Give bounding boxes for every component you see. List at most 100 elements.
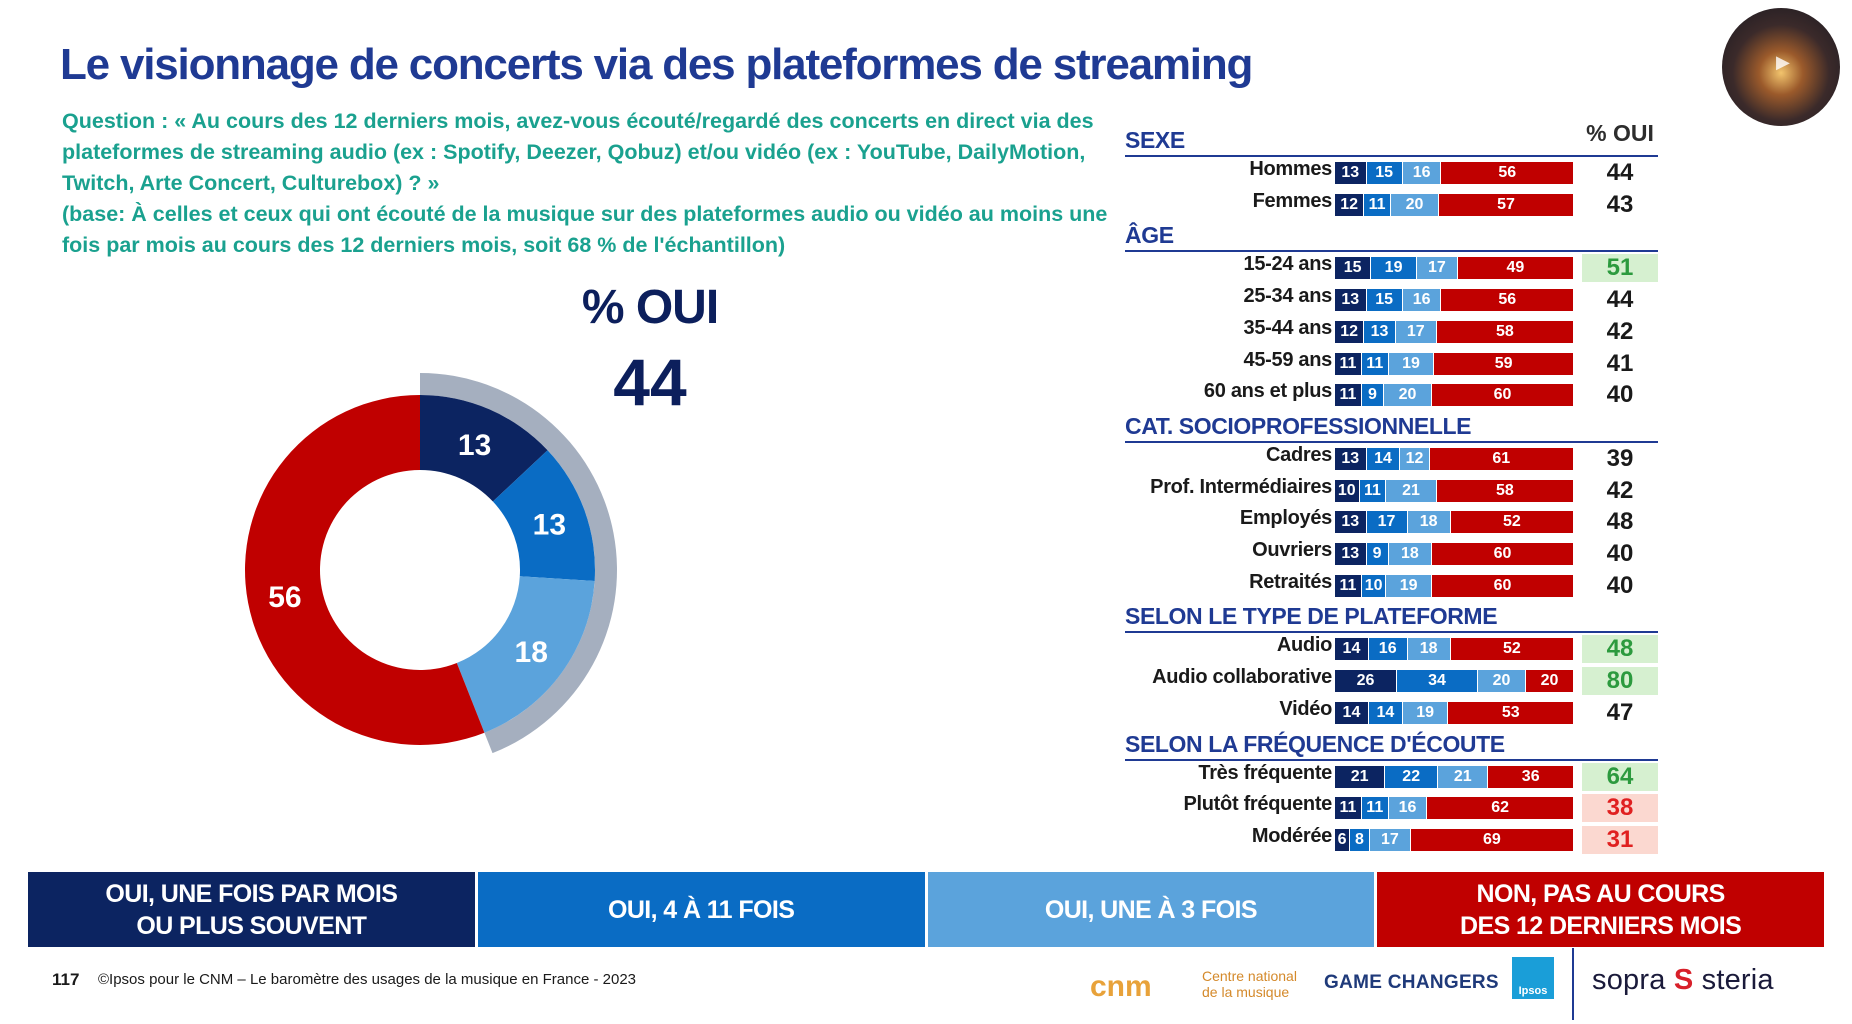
- section-title: ÂGE: [1125, 222, 1658, 253]
- bar-segment: 34: [1396, 670, 1477, 693]
- row-pct-oui: 42: [1606, 476, 1634, 504]
- bar-segment: 9: [1365, 543, 1388, 565]
- donut-slice: [244, 395, 485, 745]
- sopra-steria-swoosh-icon: S: [1673, 964, 1694, 996]
- donut-slice-label: 13: [458, 429, 491, 462]
- pct-oui-header: % OUI: [1586, 120, 1654, 146]
- stacked-bar: 13 14 12 61: [1335, 447, 1573, 470]
- bar-segment: 13: [1335, 162, 1366, 184]
- row-label: Prof. Intermédiaires: [1150, 475, 1332, 498]
- row-label: Plutôt fréquente: [1183, 793, 1332, 816]
- sopra-steria-logo: sopra S steria: [1592, 964, 1774, 997]
- bar-segment: 19: [1370, 257, 1416, 280]
- cnm-name: Centre national de la musique: [1202, 968, 1297, 1000]
- bar-segment: 13: [1335, 447, 1366, 470]
- stacked-bar: 11 10 19 60: [1335, 574, 1573, 597]
- row-pct-oui: 31: [1582, 825, 1658, 854]
- bar-segment: 11: [1360, 797, 1388, 820]
- bar-segment: 6: [1335, 828, 1350, 851]
- bar-segment: 17: [1365, 511, 1407, 534]
- bar-segment: 11: [1335, 352, 1361, 375]
- bar-segment: 19: [1401, 701, 1448, 724]
- stacked-bar: 26 34 20 20: [1335, 670, 1573, 693]
- row-label: Audio collaborative: [1152, 666, 1332, 689]
- oui-arc: [420, 373, 617, 754]
- row-label: Très fréquente: [1198, 761, 1332, 784]
- row-pct-oui: 40: [1606, 381, 1634, 409]
- legend-label: OUI, UNE FOIS PAR MOIS OU PLUS SOUVENT: [105, 879, 398, 940]
- legend-label: OUI, 4 À 11 FOIS: [607, 895, 795, 924]
- concert-thumbnail: ▶: [1722, 8, 1840, 126]
- bar-segment: 13: [1363, 320, 1395, 343]
- bar-segment: 15: [1365, 162, 1402, 184]
- row-pct-oui: 80: [1582, 667, 1658, 696]
- ipsos-logo-text: Ipsos: [1518, 985, 1548, 997]
- cnm-logo-text: cnm: [1090, 970, 1152, 1003]
- row-pct-oui: 40: [1606, 540, 1634, 567]
- donut-slice-label: 18: [515, 636, 548, 669]
- stacked-bar: 13 17 18 52: [1335, 511, 1573, 534]
- bar-segment: 18: [1387, 543, 1431, 565]
- bar-segment: 12: [1335, 193, 1364, 216]
- bar-segment: 21: [1335, 765, 1385, 788]
- bar-segment: 16: [1401, 162, 1441, 184]
- game-changers-logo: GAME CHANGERS: [1324, 972, 1499, 993]
- bar-segment: 14: [1335, 638, 1368, 661]
- bar-segment: 61: [1428, 447, 1573, 470]
- row-pct-oui: 44: [1606, 159, 1634, 186]
- stacked-bar: 21 22 21 36: [1335, 765, 1573, 788]
- bar-segment: 14: [1335, 701, 1368, 724]
- row-pct-oui: 41: [1606, 349, 1634, 377]
- bar-segment: 56: [1440, 289, 1574, 312]
- stacked-bar: 13 15 16 56: [1335, 289, 1574, 312]
- donut-slice-label: 56: [268, 581, 301, 614]
- row-label: Vidéo: [1279, 697, 1332, 720]
- bar-segment: 19: [1385, 574, 1431, 597]
- row-label: Femmes: [1252, 189, 1333, 212]
- legend-label: NON, PAS AU COURS DES 12 DERNIERS MOIS: [1460, 879, 1742, 940]
- stacked-bar: 13 15 16 56: [1335, 162, 1574, 184]
- cnm-name-line2: de la musique: [1202, 984, 1290, 1000]
- stacked-bar: 15 19 17 49: [1335, 257, 1574, 280]
- base-text: (base: À celles et ceux qui ont écouté d…: [62, 202, 1108, 257]
- row-label: 60 ans et plus: [1203, 380, 1332, 403]
- stacked-bar: 11 11 19 59: [1335, 352, 1573, 375]
- bar-segment: 8: [1349, 828, 1369, 851]
- donut-slice: [420, 395, 548, 502]
- stacked-bar: 11 11 16 62: [1335, 797, 1573, 820]
- bar-segment: 60: [1430, 384, 1573, 407]
- bar-segment: 19: [1387, 352, 1434, 375]
- section-title: SELON LA FRÉQUENCE D'ÉCOUTE: [1125, 731, 1658, 761]
- row-pct-oui: 48: [1582, 635, 1658, 664]
- row-label: 35-44 ans: [1243, 316, 1333, 339]
- bar-segment: 17: [1394, 320, 1436, 343]
- legend-label: OUI, UNE À 3 FOIS: [1044, 895, 1258, 924]
- donut-slice: [492, 450, 595, 581]
- row-label: Hommes: [1249, 158, 1332, 180]
- donut-slice: [456, 576, 595, 733]
- bar-segment: 20: [1477, 670, 1525, 693]
- stacked-bar: 10 11 21 58: [1335, 479, 1573, 502]
- donut-chart: 13 13 18 56: [244, 373, 617, 754]
- bar-segment: 11: [1358, 479, 1386, 502]
- donut-slice-label: 13: [533, 508, 566, 541]
- row-pct-oui: 40: [1606, 571, 1634, 599]
- legend: OUI, UNE FOIS PAR MOIS OU PLUS SOUVENT OU…: [28, 872, 1824, 947]
- bar-segment: 49: [1456, 257, 1574, 280]
- footer-divider: [1572, 948, 1574, 1020]
- stacked-bar: 12 13 17 58: [1335, 320, 1573, 343]
- play-icon: ▶: [1776, 52, 1790, 72]
- bar-segment: 13: [1335, 543, 1366, 565]
- page-title: Le visionnage de concerts via des platef…: [60, 40, 1253, 89]
- stacked-bar: 13 9 18 60: [1335, 543, 1573, 565]
- row-label: Ouvriers: [1252, 539, 1332, 561]
- footer-copyright: ©Ipsos pour le CNM – Le baromètre des us…: [98, 971, 637, 988]
- bar-segment: 22: [1384, 765, 1438, 788]
- bar-segment: 58: [1435, 320, 1573, 343]
- bar-segment: 62: [1426, 797, 1573, 820]
- page-number: 117: [52, 970, 80, 989]
- legend-item: NON, PAS AU COURS DES 12 DERNIERS MOIS: [1374, 872, 1824, 947]
- bar-segment: 36: [1487, 765, 1573, 788]
- section-title: SELON LE TYPE DE PLATEFORME: [1125, 603, 1658, 634]
- row-label: Employés: [1239, 507, 1332, 530]
